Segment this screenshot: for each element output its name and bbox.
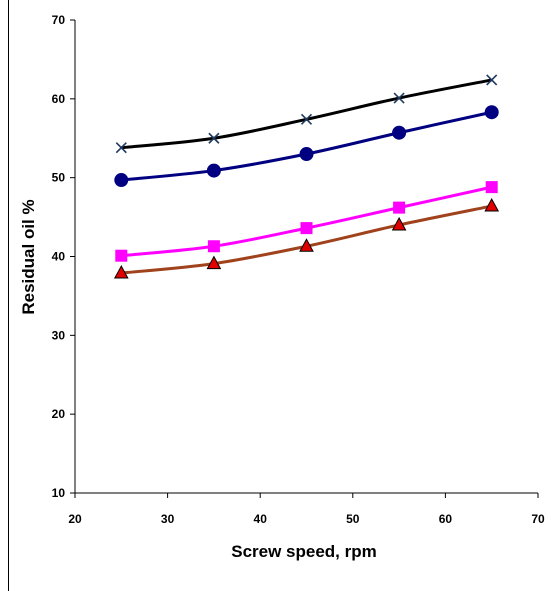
series-1-point-5: [486, 74, 498, 86]
markers-layer: [113, 74, 500, 279]
y-tick-label: 60: [52, 92, 66, 106]
series-4-point-5: [484, 197, 500, 212]
series-2-point-4: [392, 125, 407, 140]
series-4-point-2: [206, 255, 222, 270]
y-axis-title: Residual oil %: [19, 199, 38, 314]
series-1-point-4: [393, 92, 405, 104]
x-tick-label: 30: [161, 512, 175, 526]
y-tick-label: 70: [52, 13, 66, 27]
x-tick-label: 20: [68, 512, 82, 526]
series-3-point-4: [393, 201, 406, 214]
series-3-point-1: [115, 249, 128, 262]
y-tick-label: 50: [52, 171, 66, 185]
y-tick-label: 20: [52, 407, 66, 421]
x-axis-title: Screw speed, rpm: [231, 542, 377, 561]
series-line-1: [121, 78, 492, 150]
series-1-point-3: [300, 113, 313, 125]
series-3-point-3: [300, 222, 313, 235]
x-tick-label: 70: [531, 512, 545, 526]
series-2-point-2: [206, 163, 221, 178]
x-tick-label: 60: [439, 512, 453, 526]
series-4-point-1: [113, 265, 129, 279]
series-2-point-3: [299, 147, 314, 162]
series-line-2: [121, 110, 493, 182]
series-2-point-5: [484, 105, 499, 120]
axes: [74, 20, 538, 494]
y-tick-label: 40: [52, 250, 66, 264]
series-1-point-2: [208, 132, 220, 144]
series-3-point-2: [207, 240, 220, 253]
x-tick-label: 50: [346, 512, 360, 526]
y-tick-label: 30: [52, 328, 66, 342]
x-tick-label: 40: [254, 512, 268, 526]
series-4-point-3: [299, 238, 314, 252]
y-tick-label: 10: [52, 486, 66, 500]
series-1-point-1: [115, 142, 127, 154]
chart-frame: [8, 0, 558, 591]
series-4-point-4: [391, 216, 407, 231]
series-3-point-5: [485, 181, 498, 194]
series-2-point-1: [114, 173, 129, 188]
